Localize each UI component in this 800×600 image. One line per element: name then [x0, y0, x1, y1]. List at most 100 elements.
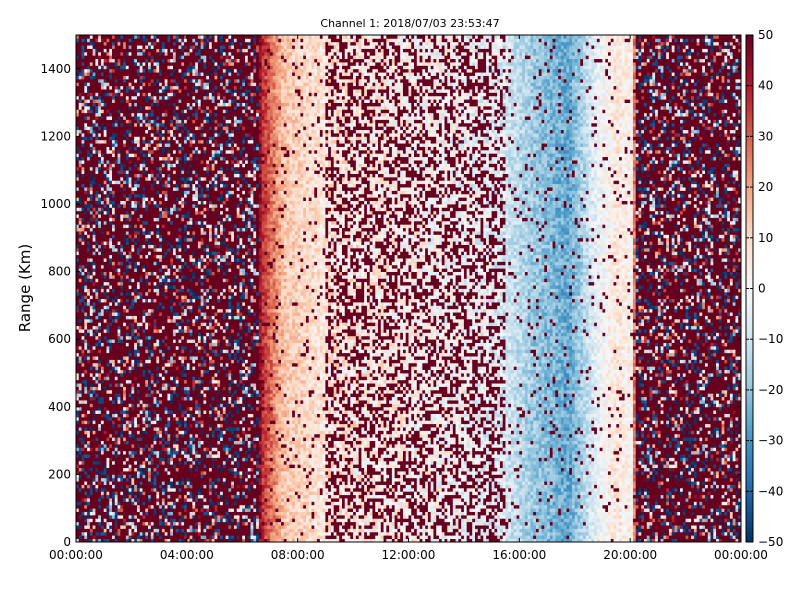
- heatmap-cell: [93, 211, 96, 215]
- heatmap-cell: [95, 316, 98, 320]
- heatmap-cell: [95, 441, 98, 445]
- heatmap-cell: [143, 35, 146, 39]
- heatmap-cell: [165, 49, 168, 53]
- heatmap-cell: [90, 76, 93, 80]
- heatmap-cell: [87, 528, 90, 532]
- heatmap-cell: [118, 532, 121, 536]
- heatmap-cell: [115, 528, 118, 532]
- heatmap-cell: [123, 136, 126, 140]
- heatmap-cell: [154, 434, 157, 438]
- heatmap-cell: [120, 420, 123, 424]
- heatmap-cell: [95, 346, 98, 350]
- heatmap-cell: [104, 447, 107, 451]
- heatmap-cell: [126, 295, 129, 299]
- heatmap-cell: [126, 393, 129, 397]
- heatmap-cell: [101, 35, 104, 39]
- heatmap-cell: [82, 211, 85, 215]
- heatmap-cell: [137, 282, 140, 286]
- heatmap-cell: [145, 177, 148, 181]
- heatmap-cell: [95, 79, 98, 83]
- heatmap-cell: [134, 410, 137, 414]
- heatmap-cell: [115, 248, 118, 252]
- heatmap-cell: [140, 55, 143, 59]
- heatmap-cell: [109, 447, 112, 451]
- heatmap-cell: [98, 417, 101, 421]
- heatmap-cell: [82, 42, 85, 46]
- heatmap-cell: [109, 109, 112, 113]
- heatmap-cell: [140, 272, 143, 276]
- heatmap-cell: [145, 180, 148, 184]
- heatmap-cell: [151, 488, 154, 492]
- heatmap-cell: [123, 150, 126, 154]
- heatmap-cell: [93, 160, 96, 164]
- heatmap-cell: [148, 258, 151, 262]
- heatmap-cell: [126, 336, 129, 340]
- heatmap-cell: [104, 103, 107, 107]
- heatmap-cell: [115, 515, 118, 519]
- heatmap-cell: [151, 258, 154, 262]
- heatmap-cell: [156, 201, 159, 205]
- heatmap-cell: [159, 38, 162, 42]
- heatmap-cell: [159, 55, 162, 59]
- heatmap-cell: [118, 356, 121, 360]
- heatmap-cell: [95, 387, 98, 391]
- heatmap-cell: [109, 403, 112, 407]
- heatmap-cell: [131, 201, 134, 205]
- heatmap-cell: [151, 103, 154, 107]
- heatmap-cell: [118, 373, 121, 377]
- heatmap-cell: [137, 339, 140, 343]
- heatmap-cell: [123, 420, 126, 424]
- heatmap-cell: [126, 258, 129, 262]
- heatmap-cell: [104, 248, 107, 252]
- heatmap-cell: [79, 261, 82, 265]
- heatmap-cell: [90, 69, 93, 73]
- heatmap-cell: [98, 322, 101, 326]
- heatmap-cell: [87, 133, 90, 137]
- heatmap-cell: [148, 282, 151, 286]
- heatmap-cell: [156, 410, 159, 414]
- heatmap-cell: [106, 461, 109, 465]
- heatmap-cell: [87, 69, 90, 73]
- heatmap-cell: [95, 403, 98, 407]
- heatmap-cell: [126, 234, 129, 238]
- heatmap-cell: [137, 160, 140, 164]
- heatmap-cell: [98, 451, 101, 455]
- heatmap-cell: [115, 501, 118, 505]
- heatmap-cell: [112, 204, 115, 208]
- heatmap-cell: [137, 221, 140, 225]
- heatmap-cell: [129, 224, 132, 228]
- heatmap-cell: [154, 113, 157, 117]
- heatmap-cell: [131, 45, 134, 49]
- heatmap-cell: [151, 52, 154, 56]
- heatmap-cell: [140, 488, 143, 492]
- heatmap-cell: [123, 461, 126, 465]
- heatmap-cell: [126, 339, 129, 343]
- heatmap-cell: [134, 295, 137, 299]
- heatmap-cell: [104, 393, 107, 397]
- heatmap-cell: [162, 353, 165, 357]
- heatmap-cell: [120, 184, 123, 188]
- heatmap-cell: [165, 522, 168, 526]
- heatmap-cell: [93, 346, 96, 350]
- heatmap-cell: [101, 228, 104, 232]
- heatmap-cell: [156, 427, 159, 431]
- heatmap-cell: [101, 184, 104, 188]
- heatmap-cell: [123, 35, 126, 39]
- heatmap-cell: [95, 468, 98, 472]
- heatmap-cell: [101, 380, 104, 384]
- heatmap-cell: [87, 194, 90, 198]
- heatmap-cell: [140, 346, 143, 350]
- heatmap-cell: [145, 373, 148, 377]
- heatmap-cell: [143, 458, 146, 462]
- heatmap-cell: [129, 113, 132, 117]
- heatmap-cell: [143, 238, 146, 242]
- heatmap-cell: [148, 464, 151, 468]
- heatmap-cell: [82, 528, 85, 532]
- heatmap-cell: [104, 410, 107, 414]
- heatmap-cell: [115, 400, 118, 404]
- heatmap-cell: [137, 103, 140, 107]
- heatmap-cell: [148, 508, 151, 512]
- heatmap-cell: [140, 458, 143, 462]
- heatmap-cell: [112, 245, 115, 249]
- heatmap-cell: [131, 491, 134, 495]
